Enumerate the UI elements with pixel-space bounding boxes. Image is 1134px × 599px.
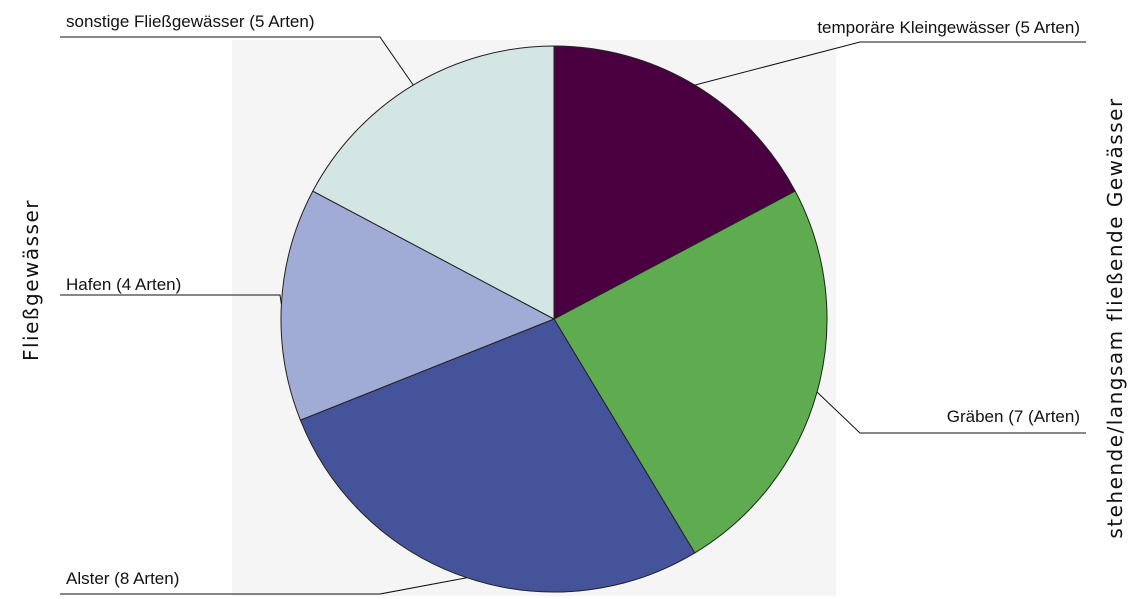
pie-slice-graeben — [553, 190, 828, 554]
leader-line-hafen — [60, 294, 282, 305]
pie-slice-hafen — [280, 190, 556, 421]
group-label-stehende-gewaesser: stehende/langsam fließende Gewässer — [1103, 97, 1127, 538]
leader-line-temporaere-kleingewaesser — [694, 41, 1086, 86]
pie-slices — [280, 45, 828, 593]
slice-label-temporaere-kleingewaesser: temporäre Kleingewässer (5 Arten) — [817, 18, 1080, 37]
pie-slice-alster — [299, 318, 696, 593]
slice-label-alster: Alster (8 Arten) — [66, 569, 179, 588]
slice-label-sonstige-fliessgewaesser: sonstige Fließgewässer (5 Arten) — [66, 12, 315, 31]
slice-label-graeben: Gräben (7 (Arten) — [947, 407, 1080, 426]
leader-line-graeben — [816, 391, 1086, 434]
leader-line-sonstige-fliessgewaesser — [60, 36, 414, 86]
leader-lines — [60, 36, 1086, 595]
group-label-fliessgewaesser: Fließgewässer — [19, 199, 43, 361]
slice-label-hafen: Hafen (4 Arten) — [66, 275, 181, 294]
leader-line-alster — [60, 577, 467, 595]
